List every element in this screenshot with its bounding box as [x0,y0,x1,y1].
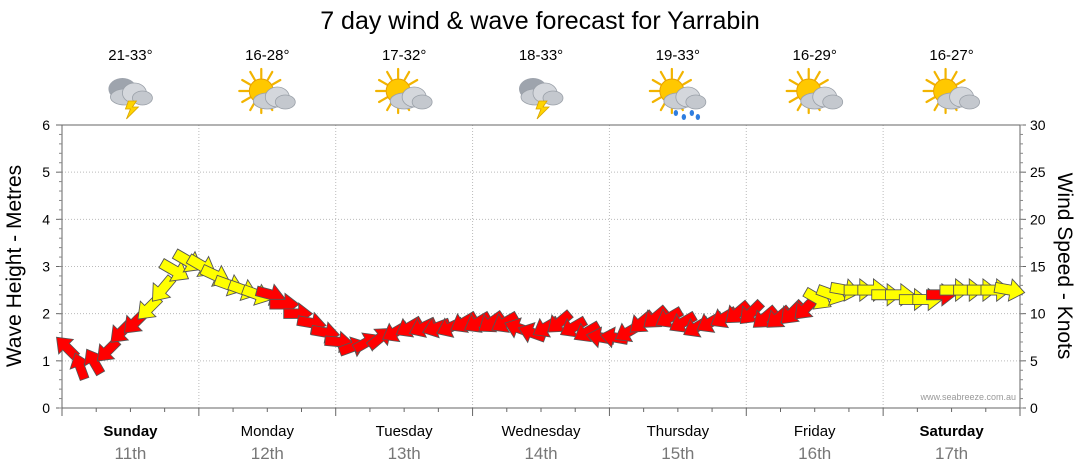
left-tick-label: 6 [42,117,50,133]
wind-arrow [517,322,548,344]
day-name: Saturday [919,423,984,440]
day-temp: 17-32° [382,47,426,64]
day-name: Monday [241,423,295,440]
sun-cloud-icon [238,67,296,115]
day-date: 12th [251,444,284,463]
credit-text: www.seabreeze.com.au [919,392,1016,402]
left-tick-label: 0 [42,400,50,416]
day-name: Sunday [103,423,158,440]
day-name: Thursday [647,423,710,440]
day-date: 14th [524,444,557,463]
day-date: 11th [115,444,147,463]
day-temp: 19-33° [656,47,700,64]
day-temp: 16-28° [245,47,289,64]
chart-title: 7 day wind & wave forecast for Yarrabin [320,7,760,35]
left-axis-title: Wave Height - Metres [3,165,26,367]
day-temperatures: 21-33° 16-28° 17-32° 18-33° 19-33° 16-29° 16-2… [108,47,974,64]
right-axis-title: Wind Speed - Knots [1053,173,1076,360]
right-tick-label: 10 [1030,306,1046,322]
day-temp: 21-33° [108,47,152,64]
right-tick-label: 20 [1030,211,1046,227]
left-tick-label: 5 [42,164,50,180]
left-tick-label: 4 [42,211,50,227]
right-axis-ticks: 0 5 10 15 20 25 30 [1020,117,1046,416]
right-tick-label: 5 [1030,353,1038,369]
weather-icons [108,67,980,120]
sun-cloud-rain-icon [648,67,707,120]
wind-arrow [573,320,602,343]
left-tick-label: 3 [42,259,50,275]
day-date: 15th [661,444,694,463]
wind-arrow [993,278,1026,302]
storm-cloud-icon [519,78,564,120]
day-temp: 16-29° [793,47,837,64]
left-tick-label: 1 [42,353,50,369]
day-temp: 16-27° [929,47,973,64]
day-temp: 18-33° [519,47,563,64]
day-date: 13th [388,444,421,463]
right-tick-label: 30 [1030,117,1046,133]
storm-cloud-icon [108,78,153,120]
left-axis-ticks: 0 1 2 3 4 5 6 [42,117,62,416]
right-tick-label: 25 [1030,164,1046,180]
day-name: Friday [794,423,836,440]
right-tick-label: 15 [1030,259,1046,275]
wind-arrows [56,248,1026,382]
day-name: Wednesday [502,423,581,440]
right-tick-label: 0 [1030,400,1038,416]
day-date: 17th [935,444,968,463]
sun-cloud-icon [785,67,844,115]
day-date: 16th [798,444,831,463]
day-name: Tuesday [376,423,433,440]
wind-arrow [491,310,520,333]
sun-cloud-icon [922,67,980,115]
sun-cloud-icon [375,67,433,115]
day-labels: Sunday 11th Monday 12th Tuesday 13th Wednesday… [103,423,984,463]
left-tick-label: 2 [42,306,50,322]
